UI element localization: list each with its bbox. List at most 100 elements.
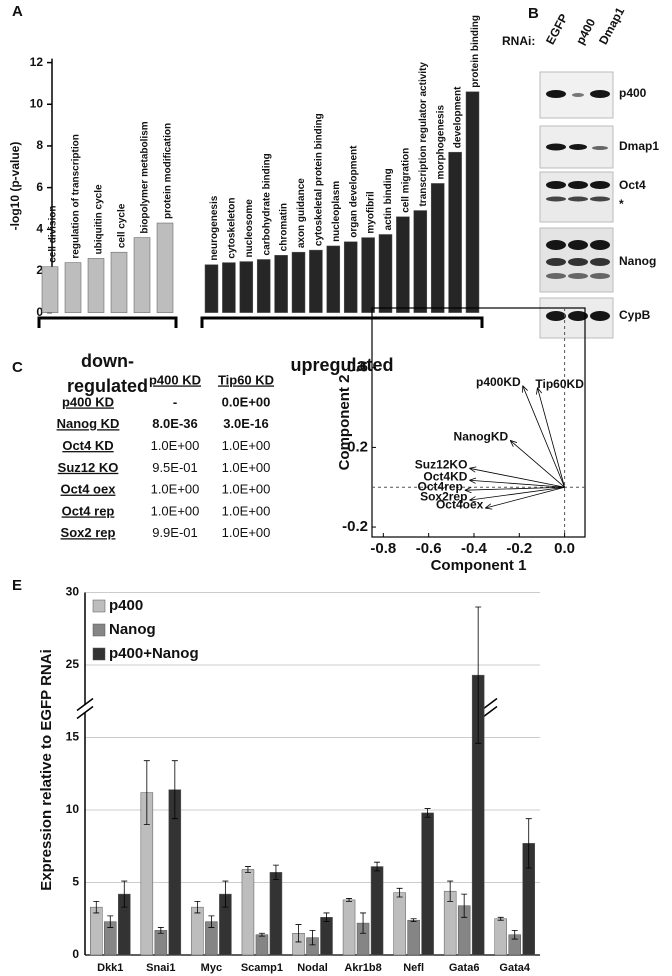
- category-label: protein binding: [470, 15, 481, 88]
- bar: [41, 266, 59, 313]
- arrowhead: [464, 486, 472, 491]
- bar: [343, 241, 358, 313]
- bar: [87, 258, 105, 313]
- category-label: actin binding: [383, 168, 394, 230]
- arrowhead: [522, 385, 528, 391]
- category-label: cell cycle: [117, 203, 128, 248]
- x-tick-label: Myc: [201, 962, 222, 974]
- arrowhead: [469, 496, 476, 501]
- table-cell: 1.0E+00: [222, 503, 271, 518]
- row-label: p400 KD: [62, 394, 114, 409]
- error-bar: [346, 898, 353, 902]
- legend-swatch: [92, 647, 106, 661]
- arrowhead: [464, 489, 472, 494]
- y-tick-label: 6: [36, 180, 43, 194]
- row-label: Suz12 KO: [58, 460, 119, 475]
- bar: [274, 255, 288, 313]
- arrowhead: [469, 466, 477, 469]
- group-label: regulated: [67, 376, 148, 396]
- arrowhead: [510, 440, 518, 443]
- group-label: down-: [81, 351, 134, 371]
- vector-label: Oct4KD: [423, 469, 467, 483]
- panel-label: E: [12, 577, 22, 594]
- vector: [509, 440, 565, 488]
- error-bar: [461, 893, 468, 918]
- error-bar: [447, 880, 454, 902]
- panel-label: A: [12, 3, 23, 20]
- protein-label: Dmap1: [619, 139, 659, 153]
- error-bar: [121, 880, 128, 908]
- arrowhead: [485, 503, 492, 509]
- table-cell: 9.9E-01: [152, 525, 198, 540]
- vector-label: Sox2rep: [420, 489, 467, 503]
- x-tick-label: Snai1: [146, 962, 175, 974]
- error-bar: [222, 880, 229, 908]
- error-bar: [475, 606, 482, 744]
- x-axis-label: Component 1: [431, 557, 527, 574]
- bar: [239, 261, 254, 313]
- x-tick-label: Dkk1: [97, 962, 123, 974]
- y-tick-label: 15: [66, 730, 80, 744]
- bands: [546, 90, 610, 321]
- error-bar: [295, 924, 302, 943]
- bar: [110, 251, 128, 313]
- error-bar: [208, 915, 215, 928]
- error-bar: [396, 887, 403, 898]
- legend-label: p400+Nanog: [109, 645, 199, 662]
- error-bar: [410, 918, 417, 923]
- vector: [522, 385, 565, 488]
- y-tick-label: 0: [36, 305, 43, 319]
- bar: [291, 251, 306, 313]
- row-label: Oct4 rep: [62, 503, 115, 518]
- table-cell: 1.0E+00: [151, 503, 200, 518]
- arrowhead: [485, 507, 493, 510]
- y-tick-label: 4: [36, 221, 43, 235]
- group-label: upregulated: [290, 355, 393, 375]
- error-bar: [143, 760, 150, 825]
- bar: [256, 259, 271, 313]
- vector: [469, 467, 565, 488]
- x-tick-label: -0.6: [416, 540, 442, 557]
- x-tick-label: Scamp1: [241, 962, 283, 974]
- table-header: p400 KD: [149, 372, 201, 387]
- group-bracket: [37, 316, 178, 328]
- y-tick-label: 25: [66, 657, 80, 671]
- table-cell: 1.0E+00: [151, 482, 200, 497]
- category-label: myofibril: [366, 191, 377, 233]
- error-bar: [374, 861, 381, 872]
- group-bracket: [200, 316, 484, 328]
- legend-swatch: [92, 623, 106, 637]
- error-bar: [511, 929, 518, 940]
- vector-label: NanogKD: [454, 430, 509, 444]
- protein-label: Oct4: [619, 178, 646, 192]
- error-bar: [157, 927, 164, 934]
- arrowhead: [509, 440, 514, 447]
- lane-label: EGFP: [543, 11, 571, 46]
- error-bar: [272, 864, 279, 880]
- y-axis-label: Component 2: [336, 375, 353, 471]
- y-tick-label: 12: [30, 55, 44, 69]
- legend-label: p400: [109, 597, 143, 614]
- y-tick-label: 10: [30, 96, 44, 110]
- axis-break: [76, 697, 94, 720]
- blot: RNAi: EGFP p400 Dmap1 p400 Dmap1 Oct4 * …: [502, 5, 659, 339]
- x-tick-label: Gata6: [449, 962, 480, 974]
- category-label: nucleosome: [244, 199, 255, 258]
- bar: [320, 917, 333, 956]
- category-label: organ development: [348, 145, 359, 238]
- table-cell: 0.0E+00: [222, 394, 271, 409]
- table-cell: 3.0E-16: [223, 416, 269, 431]
- table-cell: 1.0E+00: [151, 438, 200, 453]
- table-cell: 1.0E+00: [222, 525, 271, 540]
- category-label: carbohydrate binding: [261, 153, 272, 255]
- error-bar: [360, 912, 367, 934]
- category-label: protein modification: [163, 123, 174, 219]
- arrowhead: [469, 479, 476, 484]
- bar: [370, 866, 384, 956]
- x-tick-label: -0.2: [506, 540, 532, 557]
- vector: [537, 387, 565, 488]
- category-label: development: [453, 86, 464, 148]
- vector-label: Oct4rep: [418, 479, 463, 493]
- category-label: chromatin: [279, 203, 290, 251]
